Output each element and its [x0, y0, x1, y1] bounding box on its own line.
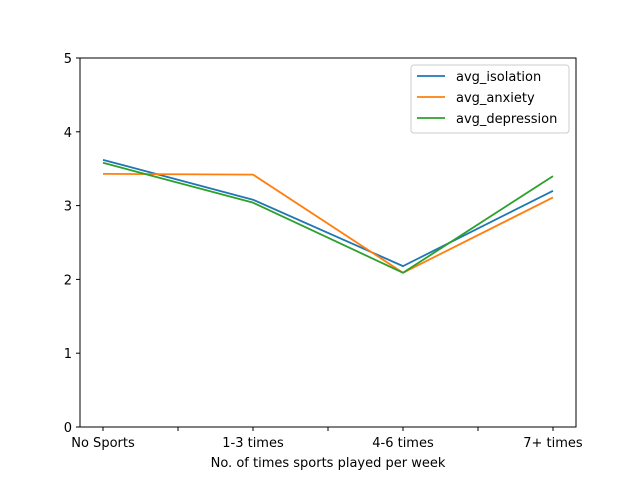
x-tick-label: 4-6 times: [372, 436, 434, 451]
y-axis-ticks: 0 1 2 3 4 5: [64, 52, 80, 436]
x-tick-label: 1-3 times: [222, 436, 284, 451]
legend-label: avg_anxiety: [456, 91, 535, 106]
x-axis-ticks: No Sports 1-3 times 4-6 times 7+ times: [71, 427, 583, 451]
y-tick-label: 4: [64, 126, 72, 141]
legend-label: avg_depression: [456, 112, 557, 127]
y-tick-label: 2: [64, 273, 72, 288]
series-line-avg-anxiety: [102, 172, 554, 274]
x-tick-label: No Sports: [71, 436, 135, 451]
series-lines: [102, 158, 554, 274]
x-axis-label: No. of times sports played per week: [211, 456, 446, 471]
legend: avg_isolation avg_anxiety avg_depression: [410, 64, 570, 134]
y-tick-label: 5: [64, 52, 72, 67]
x-tick-label: 7+ times: [523, 436, 583, 451]
legend-frame: [410, 64, 570, 134]
y-tick-label: 0: [64, 421, 72, 436]
legend-label: avg_isolation: [456, 70, 541, 85]
y-tick-label: 1: [64, 347, 72, 362]
plot-area-frame: [79, 57, 577, 428]
series-line-avg-isolation: [102, 158, 554, 268]
series-line-avg-depression: [102, 161, 554, 274]
y-tick-label: 3: [64, 200, 72, 215]
